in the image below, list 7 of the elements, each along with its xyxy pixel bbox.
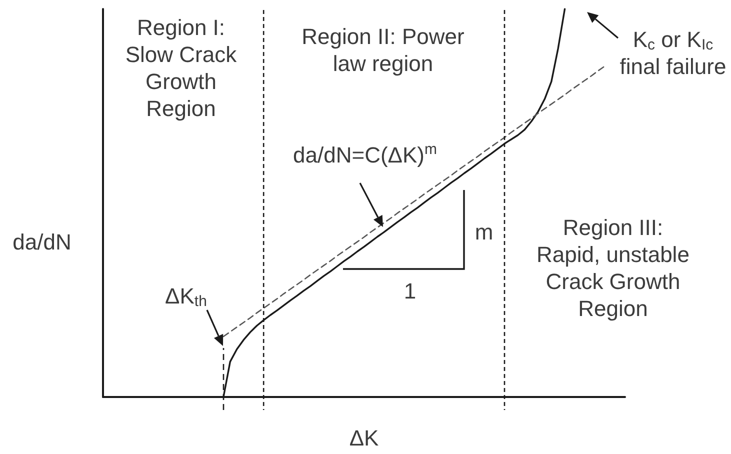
y-axis-title: da/dN bbox=[12, 230, 72, 254]
annotation: Region III: Rapid, unstable Crack Growth Region bbox=[536, 215, 690, 321]
annotation: Region II: Power law region bbox=[302, 24, 464, 76]
annotation: 1 bbox=[404, 278, 416, 304]
x-axis-title: ΔK bbox=[349, 426, 380, 450]
annotation: m bbox=[474, 220, 494, 244]
annotation: Region I: Slow Crack Growth Region bbox=[125, 15, 238, 121]
